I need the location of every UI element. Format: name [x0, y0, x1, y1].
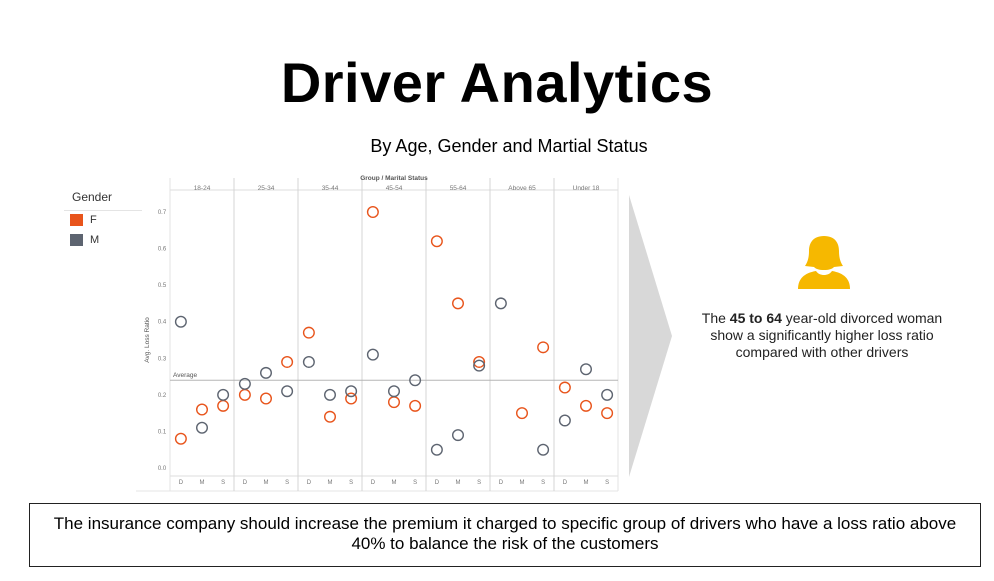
data-point-m: [558, 414, 571, 427]
data-point-m: [494, 297, 507, 310]
conclusion-box: The insurance company should increase th…: [29, 503, 981, 567]
data-point-f: [558, 381, 571, 394]
data-point-m: [387, 385, 400, 398]
status-tick-label: D: [371, 480, 376, 486]
legend-swatch-m: [70, 234, 83, 246]
status-tick-label: D: [179, 480, 184, 486]
status-tick-label: D: [307, 480, 312, 486]
y-tick-label: 0.1: [158, 429, 167, 435]
y-tick-label: 0.4: [158, 320, 167, 326]
group-label: Above 65: [508, 185, 536, 192]
status-tick-label: S: [541, 480, 545, 486]
group-label: Under 18: [573, 185, 600, 192]
group-label: 55-64: [450, 185, 467, 192]
average-reference-label: Average: [173, 372, 197, 379]
insight-suffix: year-old divorced woman show a significa…: [710, 310, 943, 360]
page-title: Driver Analytics: [280, 51, 714, 114]
y-tick-label: 0.5: [158, 283, 167, 289]
data-point-m: [281, 385, 294, 398]
legend-label-m: M: [90, 234, 100, 246]
chart-header-title: Group / Marital Status: [360, 175, 428, 182]
data-point-f: [580, 399, 593, 412]
legend-item-m[interactable]: M: [70, 234, 99, 246]
status-tick-label: S: [477, 480, 481, 486]
data-point-m: [430, 443, 443, 456]
data-point-f: [217, 399, 230, 412]
insight-highlight: 45 to 64: [729, 310, 782, 326]
scatter-chart: Group / Marital Status 18-24 25-34 35-44 45-…: [136, 175, 619, 492]
data-point-m: [174, 315, 187, 328]
data-point-m: [409, 374, 422, 387]
legend-title: Gender: [72, 190, 113, 204]
status-tick-label: S: [605, 480, 609, 486]
data-point-f: [366, 206, 379, 219]
status-tick-label: M: [328, 480, 333, 486]
data-point-m: [323, 388, 336, 401]
data-point-f: [345, 392, 358, 405]
legend-item-f[interactable]: F: [70, 214, 97, 226]
data-point-f: [516, 407, 529, 420]
data-point-m: [238, 377, 251, 390]
data-point-f: [409, 399, 422, 412]
data-point-f: [452, 297, 465, 310]
status-tick-label: M: [264, 480, 269, 486]
status-tick-label: D: [563, 480, 568, 486]
data-point-m: [217, 388, 230, 401]
data-point-m: [302, 355, 315, 368]
status-tick-label: M: [456, 480, 461, 486]
status-tick-label: S: [285, 480, 289, 486]
status-tick-label: M: [392, 480, 397, 486]
group-label: 45-54: [386, 185, 403, 192]
page-subtitle: By Age, Gender and Martial Status: [370, 136, 648, 156]
status-tick-label: M: [200, 480, 205, 486]
status-tick-label: D: [435, 480, 440, 486]
data-point-f: [259, 392, 272, 405]
data-point-m: [196, 421, 209, 434]
data-point-m: [473, 359, 486, 372]
y-tick-label: 0.6: [158, 247, 167, 253]
data-point-f: [430, 235, 443, 248]
data-point-m: [366, 348, 379, 361]
status-tick-label: S: [221, 480, 225, 486]
status-tick-label: M: [584, 480, 589, 486]
data-point-m: [452, 429, 465, 442]
data-point-f: [601, 407, 614, 420]
group-label: 35-44: [322, 185, 339, 192]
legend-label-f: F: [90, 214, 97, 226]
status-tick-label: S: [413, 480, 417, 486]
data-point-f: [196, 403, 209, 416]
data-point-f: [323, 410, 336, 423]
y-axis-title: Avg. Loss Ratio: [144, 317, 151, 363]
callout-arrow-shape: [629, 195, 672, 477]
y-tick-label: 0.3: [158, 356, 167, 362]
female-person-icon: [798, 236, 850, 289]
insight-text: The 45 to 64 year-old divorced woman sho…: [692, 310, 952, 361]
data-point-f: [302, 326, 315, 339]
data-point-m: [345, 385, 358, 398]
legend-divider: [64, 210, 142, 211]
conclusion-text: The insurance company should increase th…: [53, 514, 957, 553]
data-point-m: [259, 366, 272, 379]
data-point-f: [238, 388, 251, 401]
insight-prefix: The: [701, 310, 730, 326]
data-point-f: [174, 432, 187, 445]
status-tick-label: D: [243, 480, 248, 486]
legend-swatch-f: [70, 214, 83, 226]
status-tick-label: D: [499, 480, 504, 486]
y-tick-label: 0.2: [158, 393, 167, 399]
data-point-f: [537, 341, 550, 354]
group-label: 25-34: [258, 185, 275, 192]
data-point-m: [580, 363, 593, 376]
group-label: 18-24: [194, 185, 211, 192]
y-tick-label: 0.0: [158, 466, 167, 472]
data-point-f: [387, 396, 400, 409]
status-tick-label: S: [349, 480, 353, 486]
data-point-m: [601, 388, 614, 401]
y-tick-label: 0.7: [158, 210, 167, 216]
data-point-m: [537, 443, 550, 456]
data-point-f: [281, 355, 294, 368]
data-point-f: [473, 355, 486, 368]
status-tick-label: M: [520, 480, 525, 486]
